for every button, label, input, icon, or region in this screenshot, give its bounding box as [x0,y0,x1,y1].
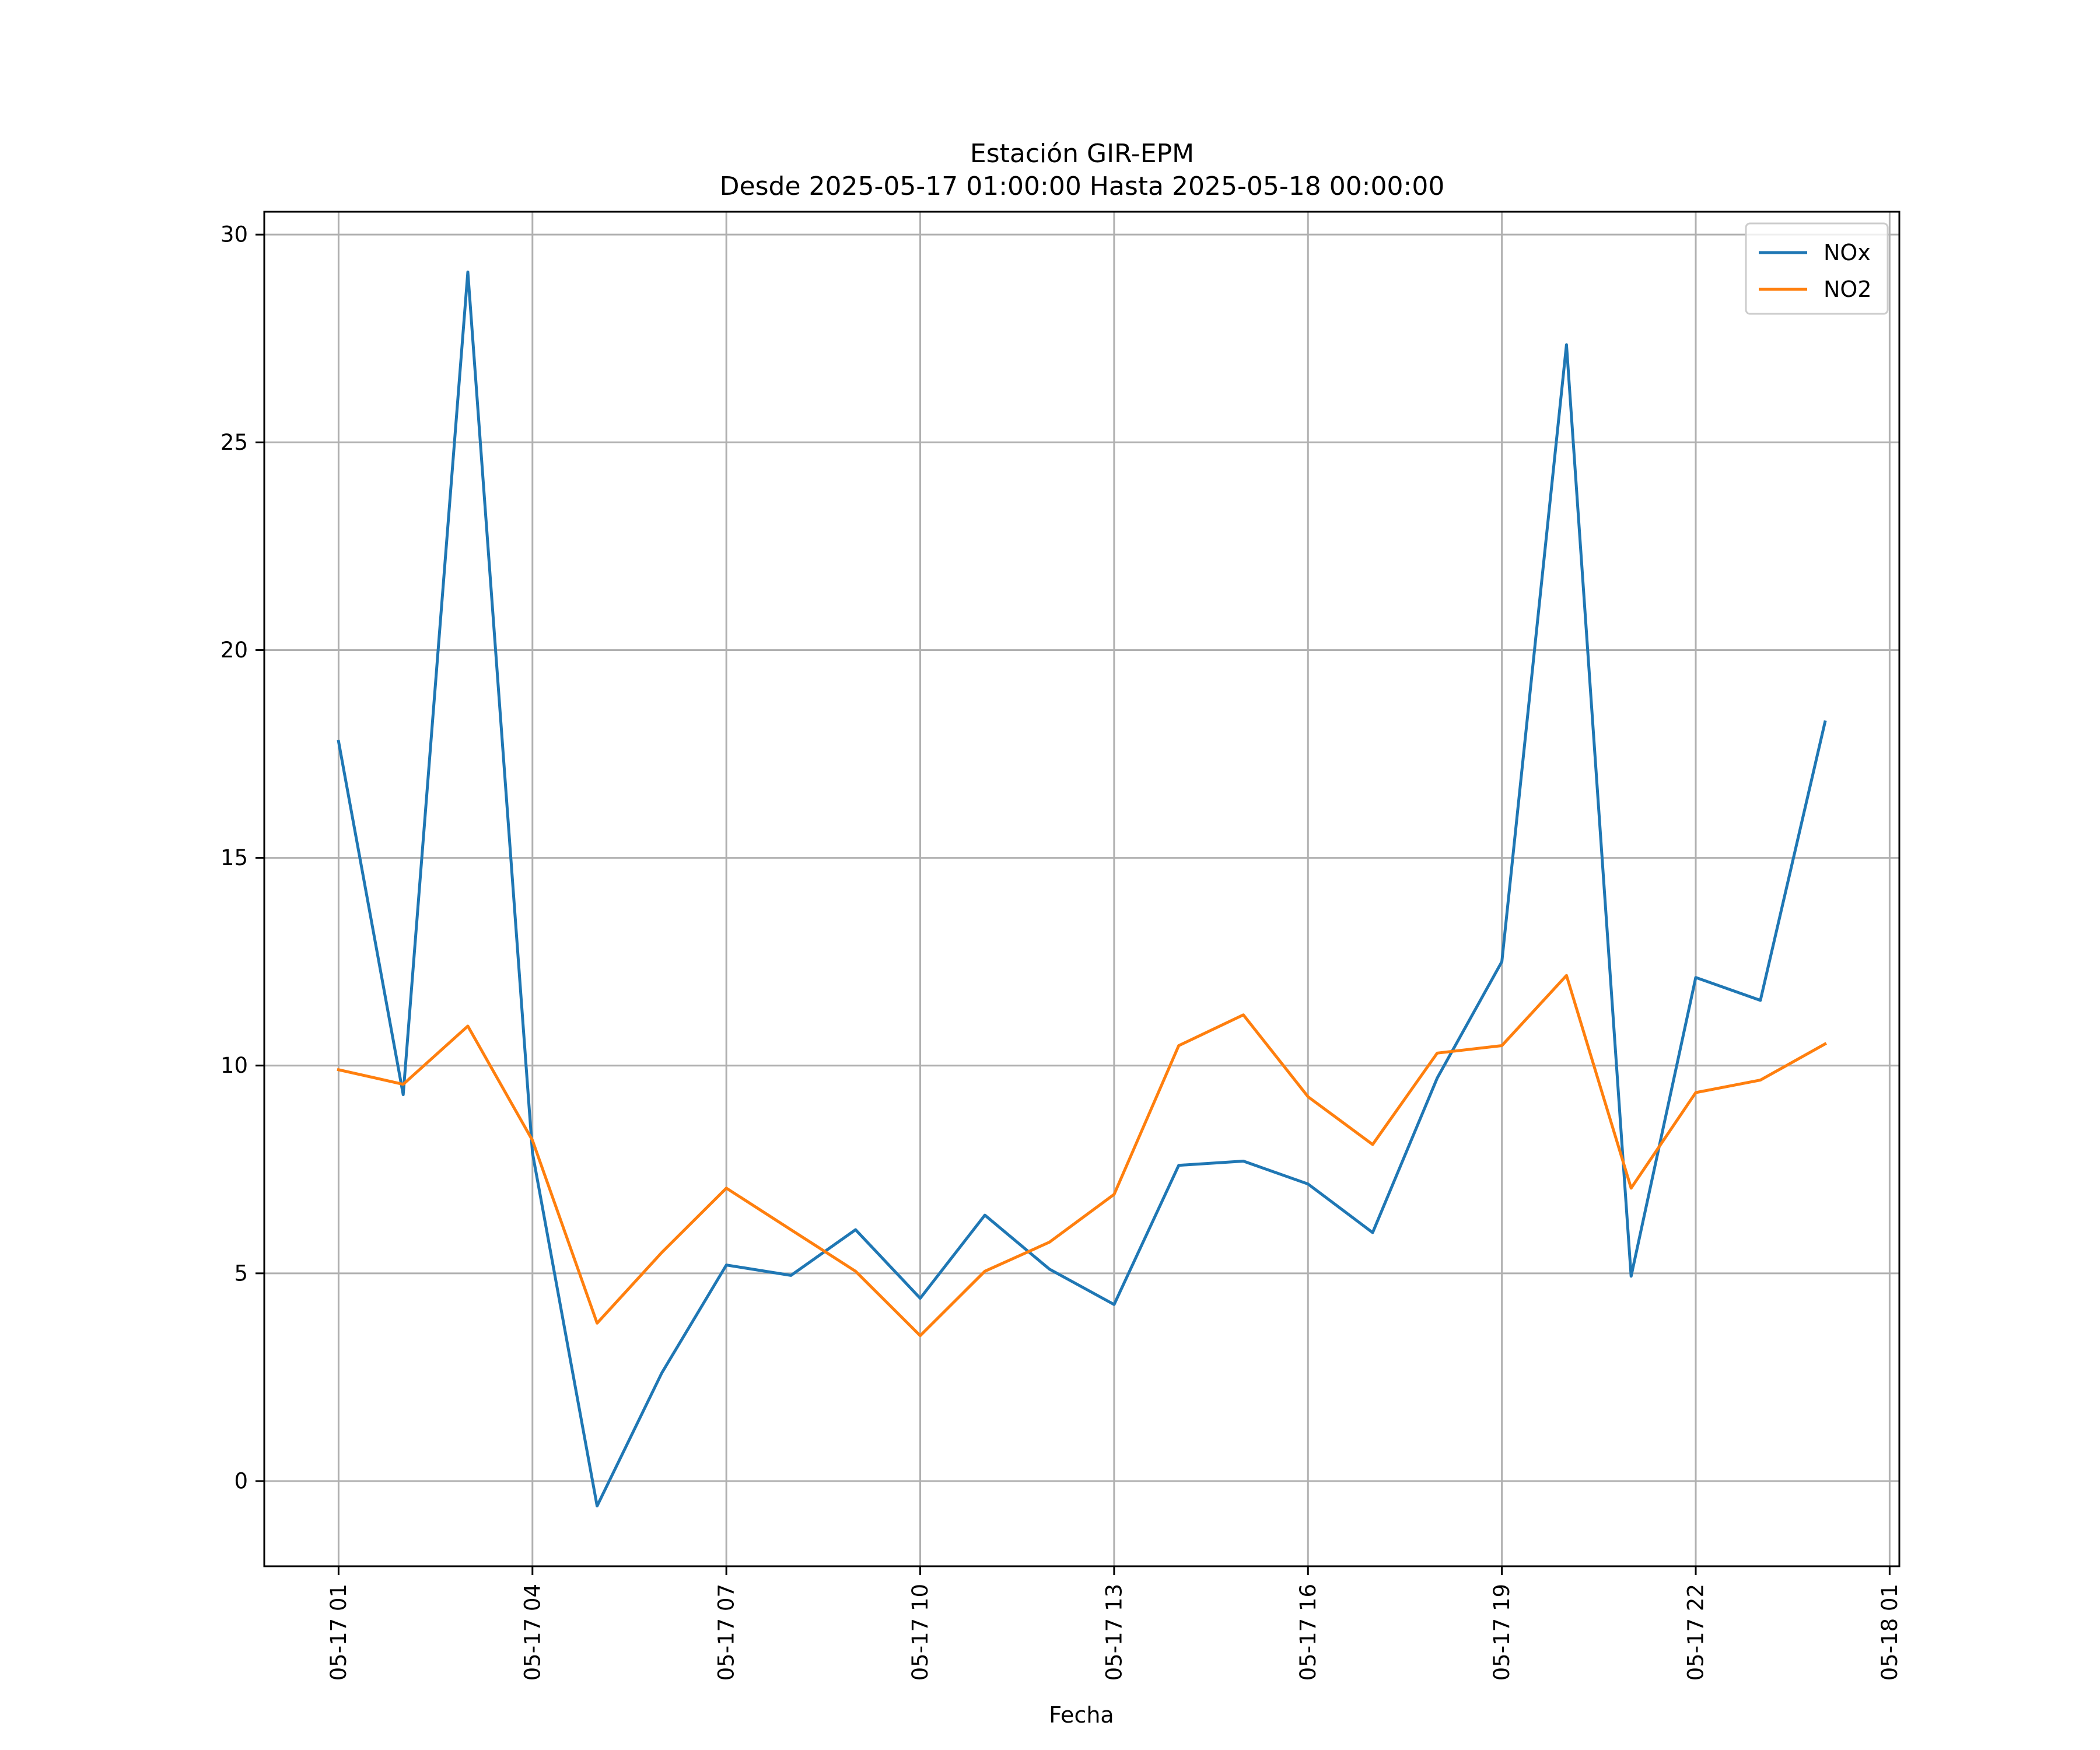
legend-label-nox: NOx [1824,240,1871,265]
x-tick-label: 05-17 19 [1489,1584,1514,1681]
y-tick-label: 0 [234,1468,248,1493]
legend: NOx NO2 [1745,222,1889,315]
x-tick-label: 05-17 01 [326,1584,351,1681]
y-tick-label: 10 [220,1053,248,1078]
x-tick-label: 05-17 10 [908,1584,933,1681]
y-tick-label: 20 [220,638,248,663]
y-axis-ticks: 0 5 10 15 20 25 30 [220,222,264,1493]
x-axis-label: Fecha [1049,1702,1114,1728]
y-tick-label: 30 [220,222,248,247]
legend-box [1745,222,1889,315]
x-tick-label: 05-17 04 [520,1584,545,1681]
chart-title: Estación GIR-EPM [970,139,1194,169]
x-axis-ticks: 05-17 01 05-17 04 05-17 07 05-17 10 05-17 13… [326,1566,1902,1681]
x-tick-label: 05-18 01 [1877,1584,1902,1681]
series-lines [337,270,1828,1508]
y-tick-label: 5 [234,1261,248,1286]
legend-label-no2: NO2 [1824,276,1872,302]
plot-frame [263,211,1901,1567]
x-tick-label: 05-17 22 [1684,1584,1709,1681]
x-tick-label: 05-17 16 [1296,1584,1321,1681]
chart-subtitle: Desde 2025-05-17 01:00:00 Hasta 2025-05-… [720,172,1445,201]
series-line-nox [337,270,1827,1508]
x-tick-label: 05-17 13 [1101,1584,1126,1681]
y-tick-label: 25 [220,430,248,455]
grid [264,212,1899,1566]
x-tick-label: 05-17 07 [714,1584,739,1681]
series-line-no2 [337,974,1828,1338]
y-tick-label: 15 [220,845,248,870]
